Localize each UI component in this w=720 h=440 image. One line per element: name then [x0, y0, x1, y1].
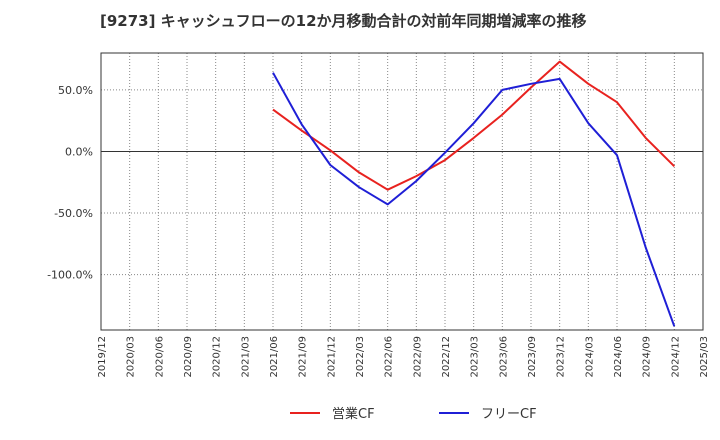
x-tick-label: 2022/09	[412, 336, 423, 378]
legend-label-0: 営業CF	[332, 406, 375, 422]
x-tick-labels: 2019/12 2020/03 2020/06 2020/09 2020/12 2021/…	[97, 336, 710, 378]
series-layer	[272, 60, 676, 327]
x-tick-label: 2024/12	[670, 336, 681, 378]
series-line-1	[272, 72, 676, 327]
legend: 営業CF フリーCF	[290, 406, 537, 422]
series-line-0	[272, 60, 676, 191]
x-tick-label: 2025/03	[699, 336, 710, 378]
x-tick-label: 2021/12	[326, 336, 337, 378]
x-tick-label: 2024/09	[642, 336, 653, 378]
y-tick-label: -100.0%	[47, 269, 93, 282]
x-tick-label: 2021/03	[240, 336, 251, 378]
x-tick-label: 2023/12	[556, 336, 567, 378]
y-tick-label: 0.0%	[65, 145, 93, 158]
plot-frame	[100, 52, 704, 331]
x-tick-label: 2019/12	[97, 336, 108, 378]
x-tick-label: 2023/03	[470, 336, 481, 378]
y-tick-label: 50.0%	[58, 84, 93, 97]
x-tick-label: 2021/06	[269, 336, 280, 378]
y-tick-label: -50.0%	[54, 207, 93, 220]
x-tick-label: 2024/03	[584, 336, 595, 378]
x-tick-label: 2020/09	[183, 336, 194, 378]
x-tick-label: 2023/06	[498, 336, 509, 378]
x-tick-label: 2020/06	[154, 336, 165, 378]
legend-label-1: フリーCF	[481, 407, 537, 422]
x-tick-label: 2021/09	[298, 336, 309, 378]
x-tick-label: 2020/12	[212, 336, 223, 378]
x-tick-label: 2022/12	[441, 336, 452, 378]
x-tick-label: 2022/03	[355, 336, 366, 378]
x-tick-label: 2022/06	[384, 336, 395, 378]
x-tick-label: 2024/06	[613, 336, 624, 378]
chart-title: [9273] キャッシュフローの12か月移動合計の対前年同期増減率の推移	[100, 12, 587, 30]
x-tick-label: 2020/03	[126, 336, 137, 378]
grid-layer	[101, 53, 703, 330]
y-tick-labels: 50.0% 0.0% -50.0% -100.0%	[47, 84, 93, 282]
x-tick-label: 2023/09	[527, 336, 538, 378]
